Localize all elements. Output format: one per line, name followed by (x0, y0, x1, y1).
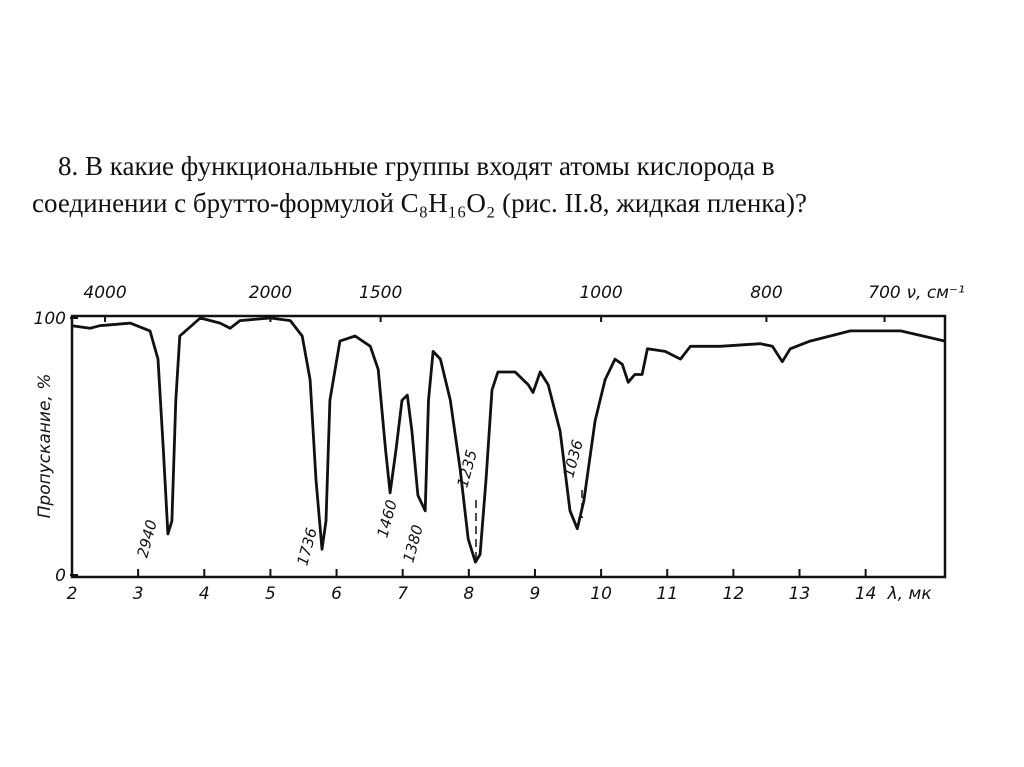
y-axis-label: Пропускание, % (35, 374, 55, 519)
spectrum-line (71, 316, 946, 564)
x-tick-label: 14 (855, 584, 877, 604)
x-tick-label: 10 (590, 584, 612, 604)
peak-label: 2940 (134, 518, 161, 560)
x-tick-label: 8 (463, 584, 474, 604)
question-line: 8. В какие функциональные группы входят … (58, 151, 775, 181)
y-tick-label: 0 (55, 566, 66, 586)
peak-label: 1460 (374, 498, 401, 540)
x2-tick-label: 2000 (249, 283, 292, 303)
x-tick-label: 2 (67, 584, 78, 604)
x-axis-label: λ, мк (887, 584, 933, 604)
peak-label: 1380 (400, 523, 427, 565)
x-tick-label: 13 (789, 584, 811, 604)
x2-tick-label: 800 (750, 283, 782, 303)
x-tick-label: 4 (199, 584, 210, 604)
plot-frame (70, 314, 947, 579)
x2-axis-label: ν, см⁻¹ (907, 283, 965, 303)
x-tick-label: 5 (265, 584, 276, 604)
x-tick-label: 11 (656, 584, 678, 604)
x-tick-label: 3 (133, 584, 144, 604)
x-tick-label: 12 (723, 584, 745, 604)
question-line: соединении с брутто-формулой C₈H₁₆O₂ (ри… (32, 188, 807, 218)
x2-tick-label: 1000 (579, 283, 622, 303)
x-tick-label: 7 (397, 584, 408, 604)
x2-tick-label: 700 (868, 283, 900, 303)
x2-tick-label: 4000 (83, 283, 126, 303)
x2-tick-label: 1500 (359, 283, 402, 303)
peak-label: 1036 (560, 438, 587, 480)
x-tick-label: 9 (530, 584, 541, 604)
y-tick-label: 100 (34, 309, 66, 329)
x-tick-label: 6 (331, 584, 342, 604)
peak-label: 1736 (294, 526, 321, 568)
